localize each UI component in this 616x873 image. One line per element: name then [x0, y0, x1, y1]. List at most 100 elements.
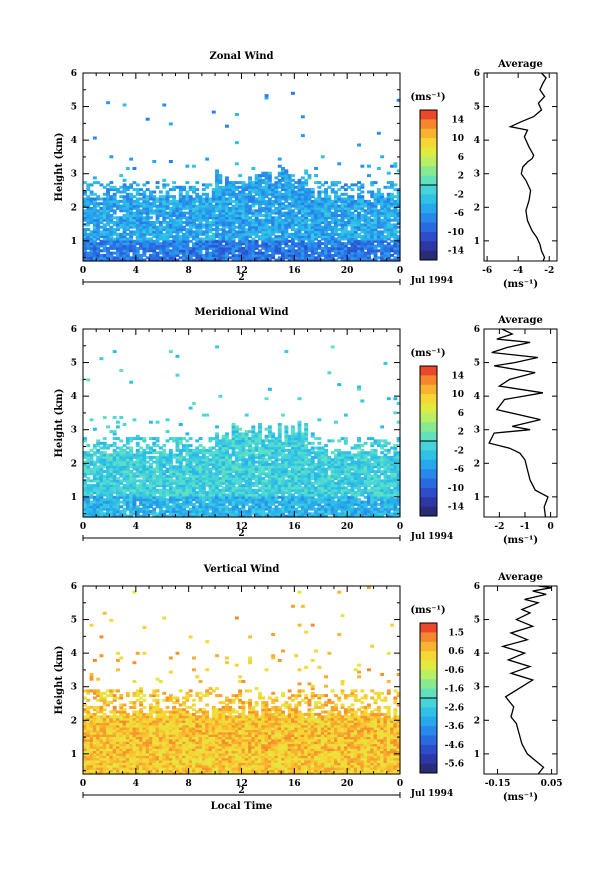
heatmap-cell — [373, 211, 378, 215]
heatmap-cell — [155, 239, 160, 243]
heatmap-cell — [264, 251, 269, 255]
heatmap-cell — [300, 244, 305, 248]
heatmap-cell — [261, 467, 266, 471]
heatmap-cell — [238, 441, 243, 445]
heatmap-cell — [274, 206, 279, 210]
heatmap-cell — [142, 242, 147, 246]
heatmap-cell — [267, 481, 272, 485]
heatmap-cell — [225, 185, 229, 189]
heatmap-cell — [188, 239, 193, 243]
heatmap-cell — [102, 197, 107, 201]
heatmap-cell — [225, 472, 229, 476]
heatmap-cell — [175, 460, 180, 464]
heatmap-cell — [185, 502, 190, 506]
heatmap-cell — [175, 472, 180, 476]
heatmap-cell — [244, 413, 249, 417]
heatmap-cell — [215, 439, 219, 443]
heatmap-cell — [228, 242, 233, 246]
heatmap-cell — [205, 493, 210, 497]
heatmap-cell — [241, 448, 246, 452]
heatmap-cell — [112, 228, 117, 232]
heatmap-cell — [122, 479, 127, 483]
heatmap-cell — [373, 246, 378, 250]
heatmap-cell — [267, 218, 272, 222]
heatmap-cell — [267, 500, 272, 504]
heatmap-cell — [274, 211, 279, 215]
heatmap-cell — [195, 232, 200, 236]
heatmap-cell — [201, 474, 206, 478]
heatmap-cell — [158, 465, 163, 469]
heatmap-cells — [83, 91, 401, 262]
heatmap-cell — [135, 239, 140, 243]
heatmap-cell — [251, 491, 256, 495]
heatmap-cell — [234, 425, 239, 429]
heatmap-cell — [360, 199, 365, 203]
heatmap-cell — [218, 209, 223, 213]
heatmap-cell — [274, 467, 279, 471]
heatmap-cell — [165, 455, 170, 459]
heatmap-cell — [373, 237, 378, 241]
heatmap-cell — [320, 214, 325, 217]
heatmap-cell — [198, 437, 203, 441]
heatmap-cell — [251, 246, 256, 250]
heatmap-cell — [172, 470, 177, 473]
heatmap-cell — [205, 202, 210, 206]
heatmap-cell — [83, 460, 87, 464]
heatmap-cell — [310, 216, 315, 220]
heatmap-cell — [195, 218, 200, 222]
heatmap-cell — [208, 204, 213, 208]
heatmap-cell — [83, 246, 87, 250]
heatmap-cell — [102, 437, 107, 441]
heatmap-cell — [218, 462, 223, 466]
heatmap-cell — [129, 380, 134, 384]
heatmap-cell — [231, 237, 236, 241]
heatmap-cell — [162, 195, 167, 199]
heatmap-cell — [367, 204, 371, 208]
heatmap-cell — [142, 190, 147, 194]
heatmap-cell — [310, 190, 315, 194]
colorbar-label: -2 — [454, 190, 464, 200]
heatmap-cell — [386, 232, 391, 236]
heatmap-cell — [225, 455, 229, 459]
heatmap-cell — [129, 462, 134, 466]
heatmap-cell — [145, 221, 150, 224]
heatmap-cell — [258, 237, 262, 241]
heatmap-cell — [238, 237, 243, 241]
heatmap-cell — [109, 465, 114, 469]
heatmap-cell — [172, 500, 177, 504]
heatmap-cell — [287, 460, 292, 464]
heatmap-cell — [205, 197, 210, 201]
heatmap-cell — [218, 199, 223, 203]
heatmap-cell — [347, 239, 352, 243]
heatmap-cell — [172, 181, 177, 185]
heatmap-cell — [102, 192, 107, 196]
heatmap-cell — [248, 512, 252, 516]
heatmap-cell — [228, 509, 233, 513]
heatmap-cell — [228, 228, 233, 232]
heatmap-cell — [178, 465, 183, 469]
heatmap-cell — [145, 477, 150, 480]
heatmap-cell — [185, 251, 190, 255]
heatmap-cell — [267, 204, 272, 208]
heatmap-cell — [162, 460, 167, 464]
heatmap-cell — [129, 221, 134, 224]
heatmap-cell — [201, 199, 206, 203]
heatmap-cell — [96, 444, 101, 448]
heatmap-cell — [175, 251, 180, 255]
heatmap-cell — [83, 493, 87, 497]
heatmap-cell — [158, 509, 163, 513]
heatmap-cell — [122, 239, 127, 243]
heatmap-cell — [96, 235, 101, 239]
heatmap-cell — [251, 500, 256, 504]
heatmap-cell — [139, 230, 143, 234]
heatmap-cell — [211, 249, 216, 253]
heatmap-cell — [198, 221, 203, 224]
heatmap-cell — [116, 509, 120, 513]
heatmap-cell — [208, 451, 213, 455]
heatmap-cell — [119, 209, 124, 213]
heatmap-cell — [261, 232, 266, 236]
heatmap-cell — [261, 197, 266, 201]
heatmap-cell — [132, 509, 137, 513]
heatmap-cell — [218, 204, 223, 208]
heatmap-cell — [254, 214, 259, 217]
